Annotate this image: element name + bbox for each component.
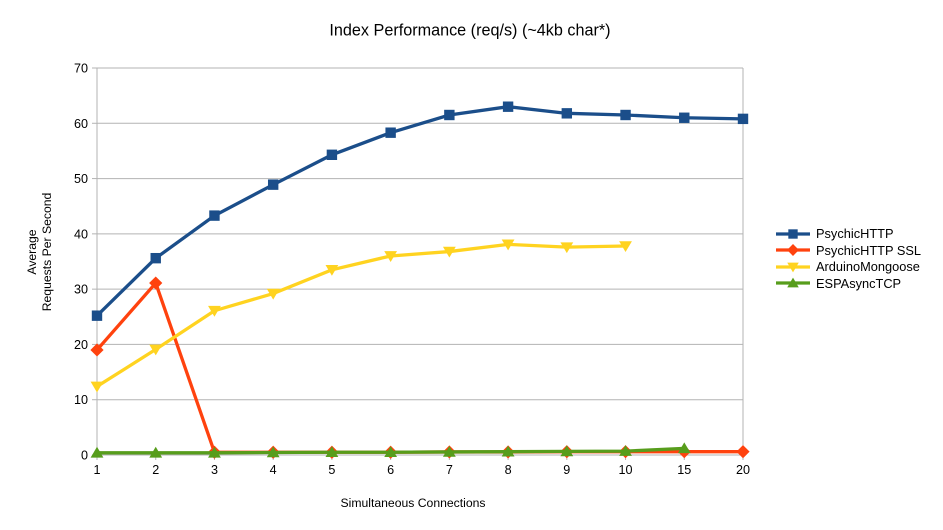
series-line	[96, 242, 626, 388]
triangle-down-marker-icon	[90, 381, 104, 393]
triangle-up-marker-icon	[442, 445, 456, 457]
diamond-marker-icon	[90, 343, 104, 357]
diamond-marker-icon	[736, 445, 750, 459]
x-tick-label: 3	[211, 463, 218, 477]
square-marker-icon	[91, 310, 103, 321]
x-tick-label: 2	[152, 463, 159, 477]
triangle-up-marker-icon	[560, 445, 574, 457]
chart-title: Index Performance (req/s) (~4kb char*)	[329, 21, 611, 40]
triangle-down-marker-icon	[787, 262, 799, 273]
triangle-down-marker-icon	[208, 305, 221, 317]
y-tick-label: 50	[74, 172, 88, 186]
x-tick-label: 9	[563, 463, 570, 477]
legend-item: PsychicHTTP SSL	[775, 242, 922, 258]
diamond-marker-icon	[787, 244, 799, 257]
legend-key-icon	[776, 228, 810, 239]
legend: PsychicHTTP PsychicHTTP SSL ArduinoMongoos…	[775, 226, 922, 291]
series-line	[95, 279, 743, 454]
legend-key-icon	[776, 244, 810, 257]
triangle-down-marker-icon	[442, 246, 456, 258]
x-tick-label: 6	[387, 463, 394, 477]
x-tick-label: 20	[736, 463, 750, 477]
triangle-down-marker-icon	[619, 241, 632, 253]
y-axis-title: Average Requests Per Second	[25, 193, 55, 312]
square-marker-icon	[267, 179, 279, 190]
y-tick-label: 70	[74, 62, 88, 76]
triangle-up-marker-icon	[149, 446, 163, 458]
series-line	[95, 105, 744, 317]
square-marker-icon	[620, 109, 631, 121]
square-marker-icon	[737, 113, 749, 125]
triangle-down-marker-icon	[325, 264, 339, 276]
x-axis-title: Simultaneous Connections	[340, 496, 486, 510]
legend-key-icon	[776, 262, 810, 273]
legend-key-icon	[776, 277, 810, 288]
diamond-marker-icon	[149, 276, 163, 290]
triangle-up-marker-icon	[90, 446, 104, 458]
square-marker-icon	[326, 149, 338, 160]
x-tick-label: 15	[677, 463, 691, 477]
series-arduinomongoose	[90, 239, 632, 393]
y-tick-label: 10	[74, 393, 88, 407]
y-tick-label: 0	[81, 449, 88, 463]
series-psychichttp-ssl	[90, 276, 750, 459]
x-tick-label: 10	[619, 463, 633, 477]
y-axis-title-line2: Requests Per Second	[40, 192, 54, 312]
y-axis-title-line1: Average	[25, 229, 40, 275]
legend-item: ESPAsyncTCP	[775, 275, 921, 291]
square-marker-icon	[502, 101, 514, 112]
y-tick-label: 60	[74, 117, 88, 131]
triangle-up-marker-icon	[619, 445, 632, 456]
square-marker-icon	[209, 210, 220, 221]
triangle-up-marker-icon	[208, 446, 221, 458]
triangle-up-marker-icon	[325, 446, 339, 458]
y-tick-label: 40	[74, 227, 88, 241]
triangle-up-marker-icon	[501, 445, 515, 457]
axes-and-gridlines: 0 10 20 30 40 50 60 70 1 2 3 4 5 6 7 8 9 10 15 20	[74, 62, 750, 478]
legend-label: ArduinoMongoose	[816, 259, 920, 275]
series-espasynctcp	[90, 442, 691, 458]
square-marker-icon	[679, 112, 690, 123]
triangle-up-marker-icon	[384, 446, 398, 458]
triangle-up-marker-icon	[266, 446, 280, 458]
square-marker-icon	[788, 228, 798, 239]
square-marker-icon	[385, 127, 396, 138]
square-marker-icon	[444, 109, 455, 121]
y-tick-label: 20	[74, 338, 88, 352]
triangle-up-marker-icon	[677, 442, 691, 454]
x-tick-label: 1	[93, 463, 100, 477]
x-tick-label: 8	[505, 463, 512, 477]
triangle-down-marker-icon	[501, 239, 515, 251]
x-tick-label: 4	[270, 463, 277, 477]
y-tick-label: 30	[74, 283, 88, 297]
square-marker-icon	[561, 108, 573, 119]
square-marker-icon	[150, 252, 161, 264]
triangle-down-marker-icon	[149, 344, 163, 356]
triangle-down-marker-icon	[384, 251, 398, 262]
x-tick-label: 7	[446, 463, 453, 477]
series-psychichttp	[91, 101, 749, 321]
legend-label: PsychicHTTP	[816, 226, 894, 241]
legend-item: PsychicHTTP	[775, 226, 921, 241]
triangle-down-marker-icon	[560, 242, 574, 254]
triangle-down-marker-icon	[266, 288, 280, 300]
triangle-up-marker-icon	[787, 277, 799, 288]
legend-label: PsychicHTTP SSL	[816, 242, 922, 258]
legend-item: ArduinoMongoose	[775, 259, 921, 275]
x-tick-label: 5	[328, 463, 335, 477]
legend-label: ESPAsyncTCP	[816, 275, 902, 291]
